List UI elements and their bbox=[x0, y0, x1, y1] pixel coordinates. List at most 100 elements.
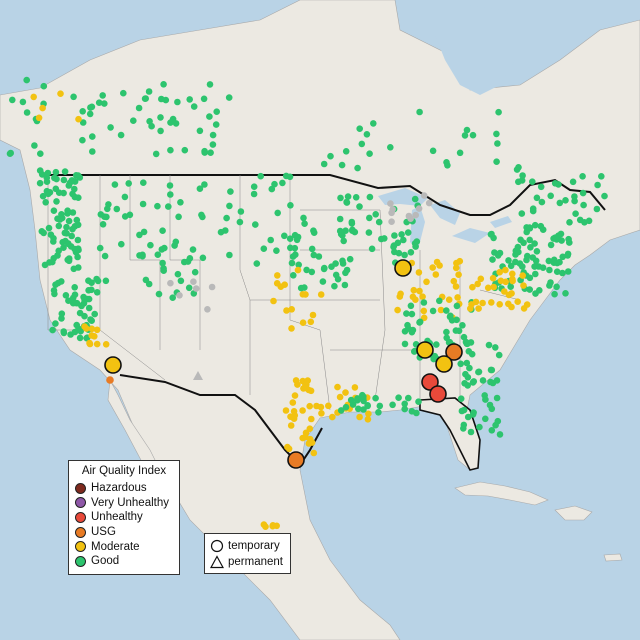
station-marker[interactable] bbox=[365, 229, 373, 236]
station-marker[interactable] bbox=[42, 199, 49, 206]
station-marker[interactable] bbox=[287, 202, 294, 209]
station-marker[interactable] bbox=[71, 185, 78, 193]
station-marker[interactable] bbox=[60, 176, 68, 184]
station-marker[interactable] bbox=[433, 341, 440, 348]
station-marker[interactable] bbox=[186, 96, 193, 103]
station-marker[interactable] bbox=[463, 359, 471, 367]
station-marker[interactable] bbox=[354, 397, 361, 404]
station-marker[interactable] bbox=[306, 425, 314, 433]
station-marker[interactable] bbox=[456, 149, 464, 157]
station-marker[interactable] bbox=[477, 275, 485, 283]
station-marker[interactable] bbox=[74, 253, 81, 261]
station-marker[interactable] bbox=[415, 269, 423, 276]
station-marker[interactable] bbox=[518, 177, 526, 184]
station-marker[interactable] bbox=[7, 149, 14, 157]
station-marker[interactable] bbox=[55, 189, 63, 196]
station-marker[interactable] bbox=[190, 290, 198, 297]
station-marker[interactable] bbox=[174, 98, 181, 106]
station-marker[interactable] bbox=[454, 294, 461, 301]
station-marker[interactable] bbox=[75, 115, 82, 123]
station-marker[interactable] bbox=[524, 252, 531, 260]
station-marker[interactable] bbox=[74, 236, 82, 244]
station-marker[interactable] bbox=[342, 389, 349, 396]
station-marker[interactable] bbox=[40, 82, 48, 90]
station-marker[interactable] bbox=[126, 211, 134, 219]
station-marker[interactable] bbox=[553, 268, 561, 276]
station-marker[interactable] bbox=[93, 275, 100, 283]
station-marker[interactable] bbox=[57, 90, 64, 97]
station-marker[interactable] bbox=[340, 237, 348, 245]
station-marker[interactable] bbox=[450, 277, 458, 285]
station-marker[interactable] bbox=[368, 245, 376, 253]
station-marker[interactable] bbox=[395, 394, 402, 402]
station-marker[interactable] bbox=[93, 326, 101, 334]
station-marker[interactable] bbox=[301, 220, 308, 227]
station-marker[interactable] bbox=[199, 213, 206, 221]
station-marker[interactable] bbox=[167, 279, 174, 287]
station-marker[interactable] bbox=[303, 266, 310, 274]
station-marker[interactable] bbox=[358, 140, 366, 148]
station-marker[interactable] bbox=[429, 147, 437, 155]
station-marker[interactable] bbox=[250, 183, 258, 190]
station-marker[interactable] bbox=[429, 264, 437, 271]
station-marker[interactable] bbox=[452, 264, 460, 272]
station-marker[interactable] bbox=[415, 398, 422, 406]
station-marker[interactable] bbox=[288, 325, 295, 332]
station-marker[interactable] bbox=[270, 297, 277, 305]
station-marker[interactable] bbox=[467, 428, 475, 436]
station-marker[interactable] bbox=[508, 303, 515, 311]
station-marker[interactable] bbox=[557, 230, 565, 238]
station-marker[interactable] bbox=[531, 263, 538, 270]
station-marker[interactable] bbox=[423, 278, 430, 286]
station-marker[interactable] bbox=[166, 182, 174, 189]
station-marker[interactable] bbox=[420, 192, 428, 199]
station-marker[interactable] bbox=[443, 307, 450, 314]
station-marker[interactable] bbox=[420, 299, 428, 306]
station-marker[interactable] bbox=[466, 364, 473, 372]
station-marker[interactable] bbox=[366, 193, 374, 201]
station-marker[interactable] bbox=[52, 168, 60, 176]
station-marker[interactable] bbox=[559, 269, 566, 277]
station-marker[interactable] bbox=[408, 310, 416, 318]
station-marker[interactable] bbox=[49, 258, 56, 266]
station-marker[interactable] bbox=[99, 221, 107, 228]
station-marker[interactable] bbox=[285, 445, 293, 453]
station-marker[interactable] bbox=[209, 131, 217, 139]
station-marker[interactable] bbox=[83, 334, 90, 342]
station-marker[interactable] bbox=[206, 81, 214, 88]
station-marker[interactable] bbox=[277, 283, 285, 291]
station-marker[interactable] bbox=[282, 407, 290, 414]
station-marker[interactable] bbox=[531, 240, 538, 247]
station-marker[interactable] bbox=[53, 198, 60, 205]
station-marker[interactable] bbox=[155, 290, 163, 298]
station-marker[interactable] bbox=[526, 225, 534, 232]
station-marker[interactable] bbox=[300, 214, 307, 222]
temporary-station-marker[interactable] bbox=[104, 356, 122, 374]
station-marker[interactable] bbox=[396, 293, 404, 300]
station-marker[interactable] bbox=[558, 237, 565, 244]
station-marker[interactable] bbox=[60, 244, 67, 251]
station-marker[interactable] bbox=[61, 229, 69, 237]
station-marker[interactable] bbox=[488, 299, 495, 306]
station-marker[interactable] bbox=[526, 286, 533, 293]
station-marker[interactable] bbox=[77, 327, 84, 335]
station-marker[interactable] bbox=[19, 98, 27, 106]
station-marker[interactable] bbox=[160, 81, 167, 88]
station-marker[interactable] bbox=[580, 201, 587, 209]
station-marker[interactable] bbox=[391, 232, 398, 239]
station-marker[interactable] bbox=[343, 266, 351, 274]
station-marker[interactable] bbox=[375, 218, 383, 226]
station-marker[interactable] bbox=[61, 168, 69, 175]
station-marker[interactable] bbox=[297, 284, 305, 292]
station-marker[interactable] bbox=[375, 409, 382, 416]
station-marker[interactable] bbox=[288, 306, 296, 313]
station-marker[interactable] bbox=[467, 305, 474, 312]
station-marker[interactable] bbox=[294, 233, 302, 241]
station-marker[interactable] bbox=[223, 214, 230, 222]
station-marker[interactable] bbox=[565, 235, 572, 243]
station-marker[interactable] bbox=[559, 253, 566, 261]
station-marker[interactable] bbox=[190, 103, 198, 110]
temporary-station-marker[interactable] bbox=[429, 385, 447, 403]
station-marker[interactable] bbox=[419, 293, 426, 301]
